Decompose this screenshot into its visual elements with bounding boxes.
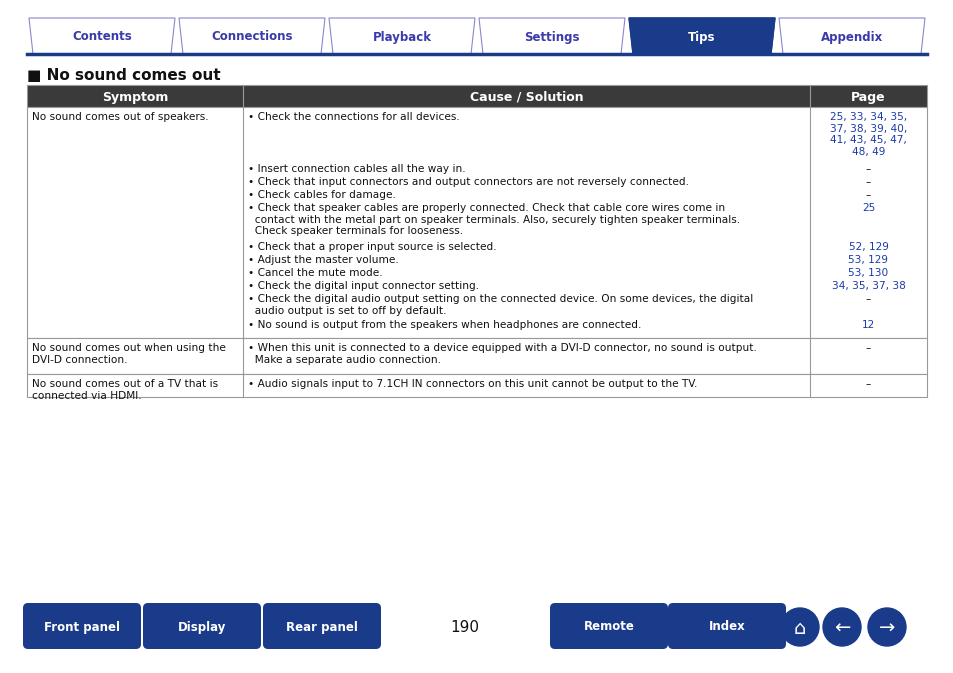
Text: • Check that input connectors and output connectors are not reversely connected.: • Check that input connectors and output… bbox=[248, 177, 688, 187]
Text: Settings: Settings bbox=[524, 30, 579, 44]
Text: –: – bbox=[865, 164, 870, 174]
Bar bbox=[27, 85, 926, 107]
FancyBboxPatch shape bbox=[23, 603, 141, 649]
Bar bbox=[27, 107, 926, 338]
Text: No sound comes out of a TV that is
connected via HDMI.: No sound comes out of a TV that is conne… bbox=[32, 379, 218, 400]
Text: –: – bbox=[865, 379, 870, 389]
Text: 190: 190 bbox=[450, 620, 479, 635]
Text: • Insert connection cables all the way in.: • Insert connection cables all the way i… bbox=[248, 164, 465, 174]
Text: ⌂: ⌂ bbox=[793, 618, 805, 637]
Polygon shape bbox=[628, 18, 774, 54]
Text: 25, 33, 34, 35,
37, 38, 39, 40,
41, 43, 45, 47,
48, 49: 25, 33, 34, 35, 37, 38, 39, 40, 41, 43, … bbox=[829, 112, 906, 157]
Text: →: → bbox=[878, 618, 894, 637]
Text: 34, 35, 37, 38: 34, 35, 37, 38 bbox=[831, 281, 904, 291]
Text: –: – bbox=[865, 343, 870, 353]
Text: • Check the digital audio output setting on the connected device. On some device: • Check the digital audio output setting… bbox=[248, 294, 753, 316]
Text: –: – bbox=[865, 294, 870, 304]
Polygon shape bbox=[779, 18, 924, 54]
Text: • Adjust the master volume.: • Adjust the master volume. bbox=[248, 255, 398, 265]
Polygon shape bbox=[329, 18, 475, 54]
Text: Appendix: Appendix bbox=[820, 30, 882, 44]
Bar bbox=[27, 338, 926, 374]
Text: Rear panel: Rear panel bbox=[286, 621, 357, 633]
Text: Connections: Connections bbox=[211, 30, 293, 44]
Text: –: – bbox=[865, 190, 870, 200]
Text: • When this unit is connected to a device equipped with a DVI-D connector, no so: • When this unit is connected to a devic… bbox=[248, 343, 756, 365]
Text: Index: Index bbox=[708, 621, 744, 633]
Text: • Check that a proper input source is selected.: • Check that a proper input source is se… bbox=[248, 242, 497, 252]
Text: Remote: Remote bbox=[583, 621, 634, 633]
FancyBboxPatch shape bbox=[263, 603, 380, 649]
Circle shape bbox=[822, 608, 861, 646]
Text: 52, 129: 52, 129 bbox=[847, 242, 887, 252]
Text: 12: 12 bbox=[861, 320, 874, 330]
FancyBboxPatch shape bbox=[143, 603, 261, 649]
Text: • Check the connections for all devices.: • Check the connections for all devices. bbox=[248, 112, 459, 122]
Text: Page: Page bbox=[850, 90, 885, 104]
Text: Front panel: Front panel bbox=[44, 621, 120, 633]
Text: 53, 130: 53, 130 bbox=[847, 268, 887, 278]
Polygon shape bbox=[29, 18, 174, 54]
Text: ■ No sound comes out: ■ No sound comes out bbox=[27, 68, 220, 83]
Text: • No sound is output from the speakers when headphones are connected.: • No sound is output from the speakers w… bbox=[248, 320, 640, 330]
Text: Playback: Playback bbox=[372, 30, 431, 44]
Text: No sound comes out when using the
DVI-D connection.: No sound comes out when using the DVI-D … bbox=[32, 343, 226, 365]
Text: • Check cables for damage.: • Check cables for damage. bbox=[248, 190, 395, 200]
FancyBboxPatch shape bbox=[550, 603, 667, 649]
Text: Symptom: Symptom bbox=[102, 90, 168, 104]
Polygon shape bbox=[179, 18, 325, 54]
Text: • Audio signals input to 7.1CH IN connectors on this unit cannot be output to th: • Audio signals input to 7.1CH IN connec… bbox=[248, 379, 697, 389]
Text: Display: Display bbox=[177, 621, 226, 633]
Text: • Cancel the mute mode.: • Cancel the mute mode. bbox=[248, 268, 382, 278]
Text: • Check the digital input connector setting.: • Check the digital input connector sett… bbox=[248, 281, 478, 291]
Text: 25: 25 bbox=[861, 203, 874, 213]
Text: 53, 129: 53, 129 bbox=[847, 255, 887, 265]
Text: Cause / Solution: Cause / Solution bbox=[469, 90, 582, 104]
Bar bbox=[27, 374, 926, 397]
Text: Tips: Tips bbox=[687, 30, 715, 44]
Text: Contents: Contents bbox=[72, 30, 132, 44]
Text: –: – bbox=[865, 177, 870, 187]
Text: No sound comes out of speakers.: No sound comes out of speakers. bbox=[32, 112, 209, 122]
Text: ←: ← bbox=[833, 618, 849, 637]
Polygon shape bbox=[478, 18, 624, 54]
Text: • Check that speaker cables are properly connected. Check that cable core wires : • Check that speaker cables are properly… bbox=[248, 203, 740, 236]
FancyBboxPatch shape bbox=[667, 603, 785, 649]
Circle shape bbox=[867, 608, 905, 646]
Circle shape bbox=[781, 608, 818, 646]
